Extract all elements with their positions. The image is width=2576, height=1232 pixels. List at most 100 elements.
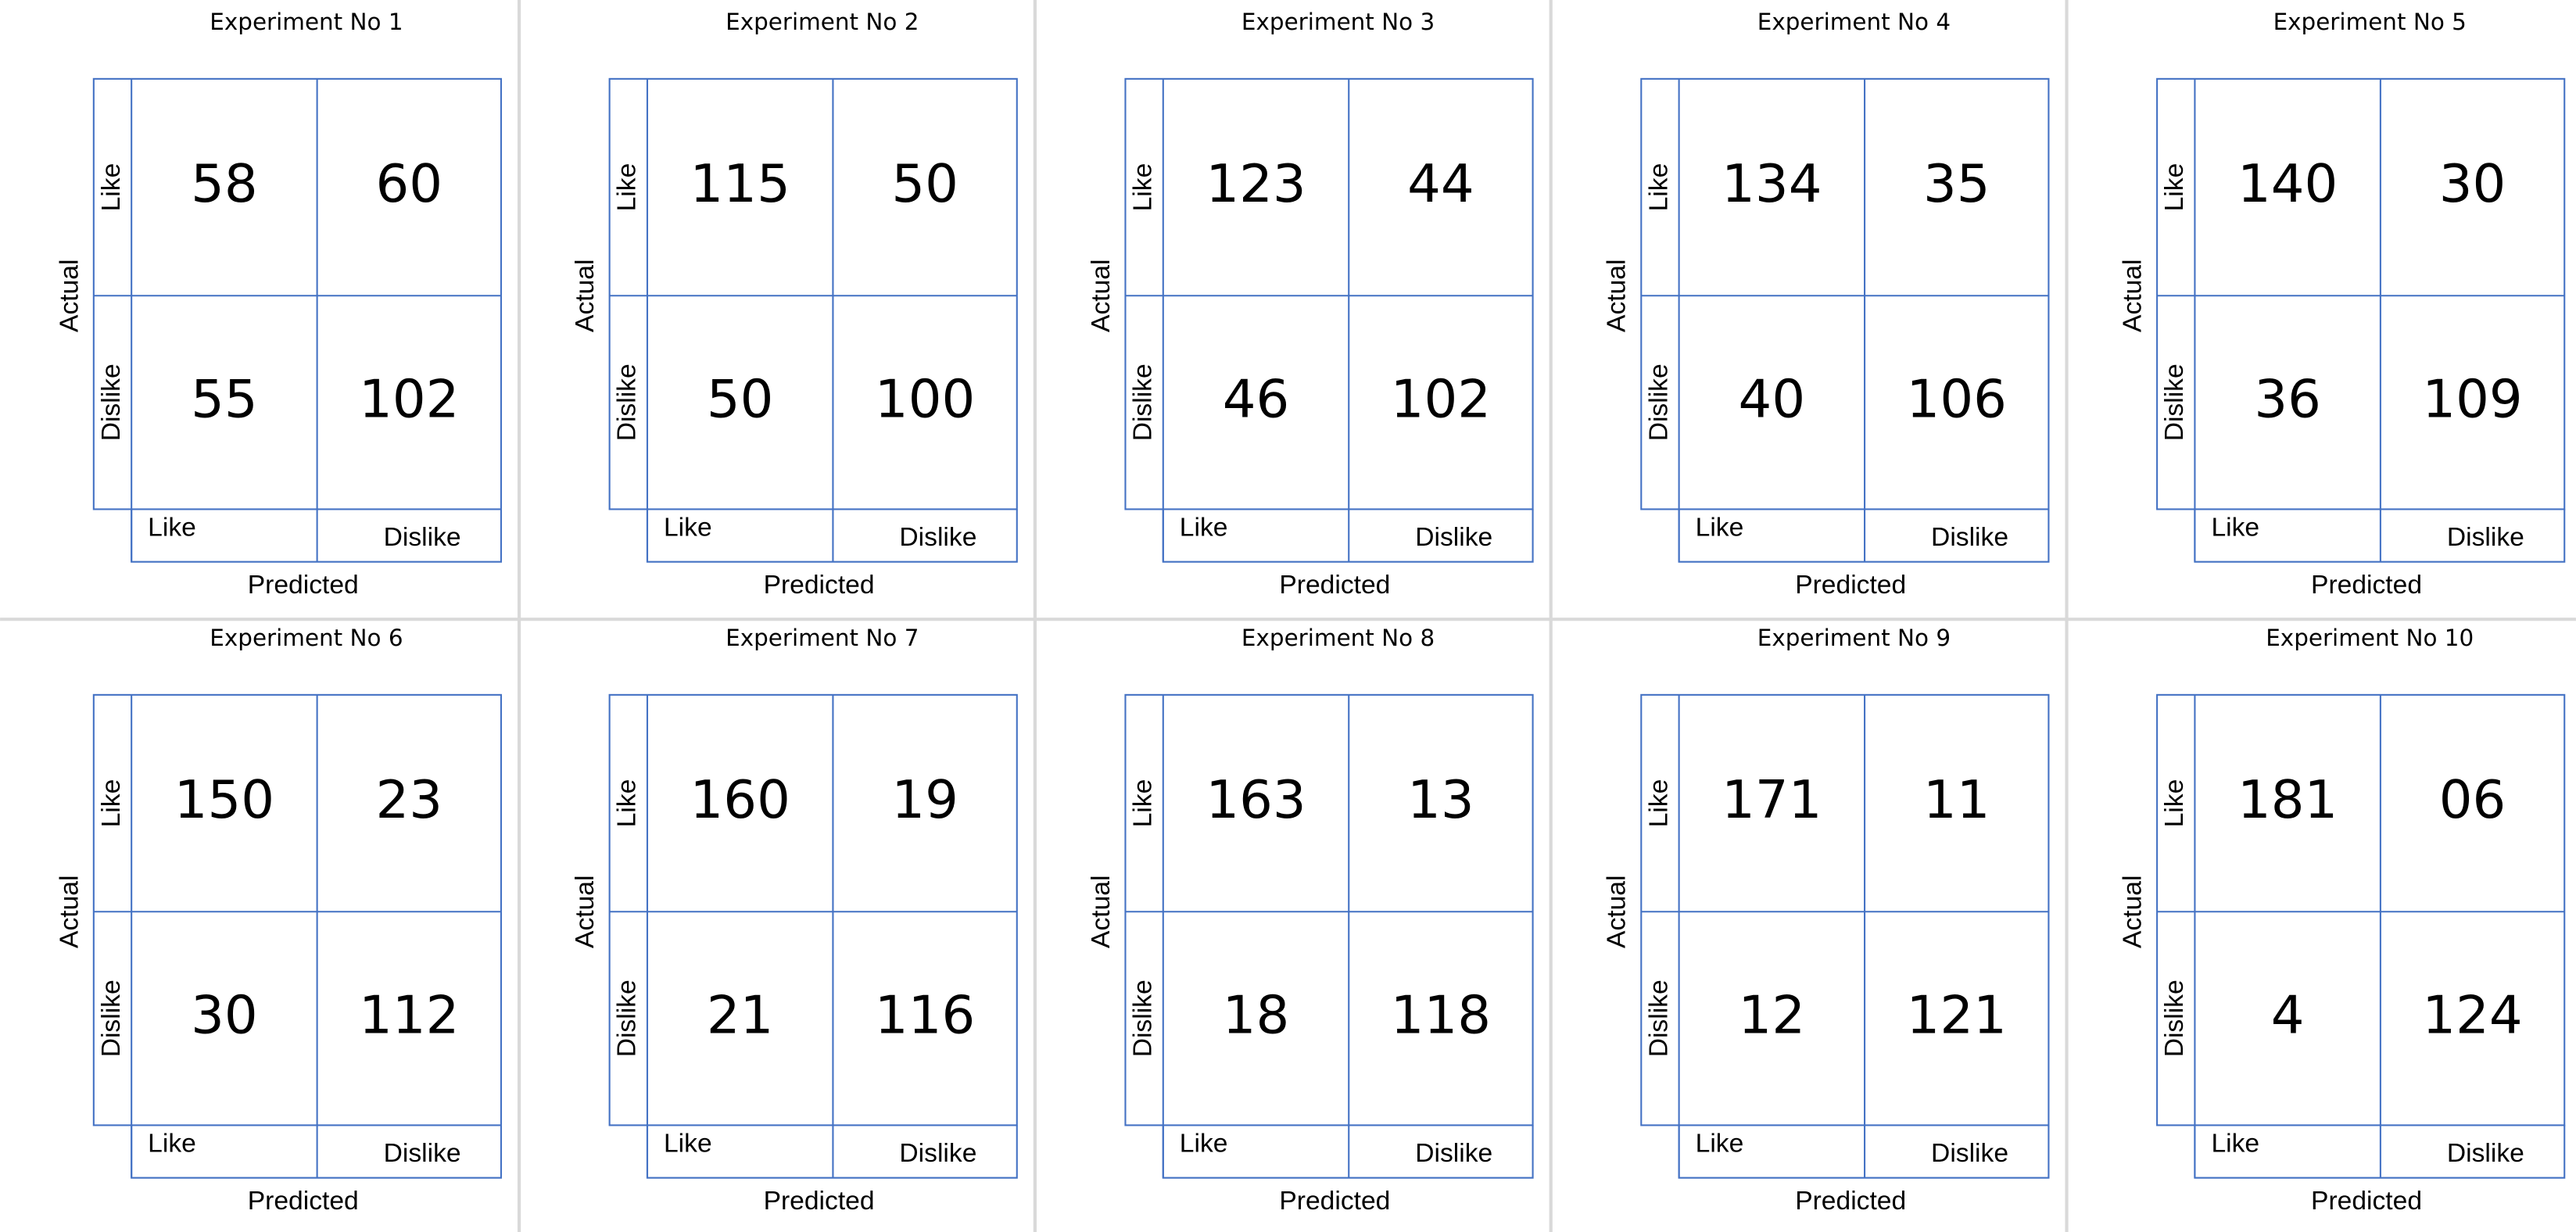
cell-value: 18 (1223, 984, 1290, 1045)
matrix-frame (2156, 693, 2566, 1126)
predicted-label: Predicted (248, 571, 359, 600)
cell-value: 50 (891, 153, 958, 214)
cell-value: 23 (376, 769, 443, 830)
matrix-frame (608, 693, 1018, 1126)
predicted-label: Predicted (1795, 1187, 1906, 1216)
col-label: Like (1696, 1130, 1744, 1159)
row-label: Dislike (1129, 364, 1158, 441)
cell-value: 30 (191, 984, 258, 1045)
col-label: Like (1696, 514, 1744, 543)
predicted-label: Predicted (1279, 571, 1390, 600)
cell-value: 19 (891, 769, 958, 830)
cell-value: 121 (1907, 984, 2007, 1045)
confusion-matrix: Experiment No 8 Actual Like 163 13 Dislike 18 1… (1087, 625, 1534, 1216)
cell-value: 55 (191, 368, 258, 429)
col-label-frame (1162, 1125, 1534, 1179)
col-label-frame (646, 509, 1018, 563)
col-label: Like (2211, 514, 2259, 543)
cell-value: 06 (2439, 769, 2506, 830)
actual-label: Actual (1603, 260, 1632, 332)
cell-value: 116 (875, 984, 975, 1045)
col-label-frame (1678, 1125, 2050, 1179)
row-label: Like (613, 779, 642, 828)
cell-value: 11 (1923, 769, 1990, 830)
matrix-frame (2156, 77, 2566, 510)
actual-label: Actual (2119, 260, 2148, 332)
col-label: Dislike (1931, 1139, 2008, 1168)
col-label: Dislike (1415, 523, 1492, 552)
row-label: Dislike (1644, 980, 1673, 1057)
row-label: Like (2160, 779, 2189, 828)
cell-value: 102 (359, 368, 459, 429)
matrix-frame (92, 693, 503, 1126)
col-label: Like (1180, 514, 1228, 543)
row-label: Dislike (97, 980, 126, 1057)
confusion-matrix: Experiment No 7 Actual Like 160 19 Dislike 21 1… (571, 625, 1018, 1216)
col-label: Like (2211, 1130, 2259, 1159)
cell-value: 123 (1206, 153, 1306, 214)
row-label: Like (1129, 779, 1158, 828)
row-label: Like (97, 163, 126, 212)
cell-value: 12 (1739, 984, 1806, 1045)
matrix-frame (1124, 693, 1534, 1126)
cell-value: 160 (690, 769, 790, 830)
actual-label: Actual (55, 260, 84, 332)
col-label: Dislike (1415, 1139, 1492, 1168)
col-label-frame (1678, 509, 2050, 563)
col-label: Dislike (384, 1139, 461, 1168)
confusion-matrix: Experiment No 5 Actual Like 140 30 Dislike 36 1… (2119, 9, 2566, 600)
col-label-frame (2194, 1125, 2566, 1179)
predicted-label: Predicted (764, 571, 875, 600)
actual-label: Actual (1087, 260, 1116, 332)
row-label: Dislike (97, 364, 126, 441)
cell-value: 171 (1722, 769, 1822, 830)
col-label: Dislike (2447, 1139, 2524, 1168)
row-label: Dislike (613, 364, 642, 441)
panel-title: Experiment No 7 (726, 625, 919, 651)
confusion-matrix: Experiment No 2 Actual Like 115 50 Dislike 50 1… (571, 9, 1018, 600)
col-label-frame (646, 1125, 1018, 1179)
cell-value: 181 (2237, 769, 2338, 830)
actual-label: Actual (2119, 876, 2148, 948)
actual-label: Actual (1087, 876, 1116, 948)
cell-value: 102 (1391, 368, 1491, 429)
panel-title: Experiment No 2 (726, 9, 919, 35)
predicted-label: Predicted (2311, 1187, 2422, 1216)
col-label-frame (2194, 509, 2566, 563)
predicted-label: Predicted (1279, 1187, 1390, 1216)
row-label: Like (1129, 163, 1158, 212)
row-label: Dislike (2160, 364, 2189, 441)
matrix-frame (608, 77, 1018, 510)
row-label: Dislike (2160, 980, 2189, 1057)
confusion-matrix: Experiment No 3 Actual Like 123 44 Dislike 46 1… (1087, 9, 1534, 600)
confusion-matrix: Experiment No 6 Actual Like 150 23 Dislike 30 1… (55, 625, 503, 1216)
cell-value: 112 (359, 984, 459, 1045)
predicted-label: Predicted (764, 1187, 875, 1216)
panel-title: Experiment No 5 (2273, 9, 2467, 35)
cell-value: 44 (1407, 153, 1474, 214)
col-label: Dislike (384, 523, 461, 552)
col-label-frame (131, 1125, 503, 1179)
cell-value: 13 (1407, 769, 1474, 830)
col-label-frame (1162, 509, 1534, 563)
panel-title: Experiment No 10 (2266, 625, 2474, 651)
cell-value: 30 (2439, 153, 2506, 214)
matrix-frame (1640, 77, 2050, 510)
row-label: Like (2160, 163, 2189, 212)
predicted-label: Predicted (2311, 571, 2422, 600)
row-label: Dislike (1644, 364, 1673, 441)
cell-value: 118 (1391, 984, 1491, 1045)
matrix-frame (1640, 693, 2050, 1126)
col-label: Like (664, 514, 712, 543)
panel-title: Experiment No 6 (210, 625, 403, 651)
row-label: Like (97, 779, 126, 828)
cell-value: 4 (2271, 984, 2305, 1045)
confusion-matrix: Experiment No 10 Actual Like 181 06 Dislike 4 1… (2119, 625, 2566, 1216)
cell-value: 150 (174, 769, 274, 830)
cell-value: 100 (875, 368, 975, 429)
panel-title: Experiment No 3 (1241, 9, 1435, 35)
row-label: Dislike (613, 980, 642, 1057)
predicted-label: Predicted (1795, 571, 1906, 600)
cell-value: 115 (690, 153, 790, 214)
